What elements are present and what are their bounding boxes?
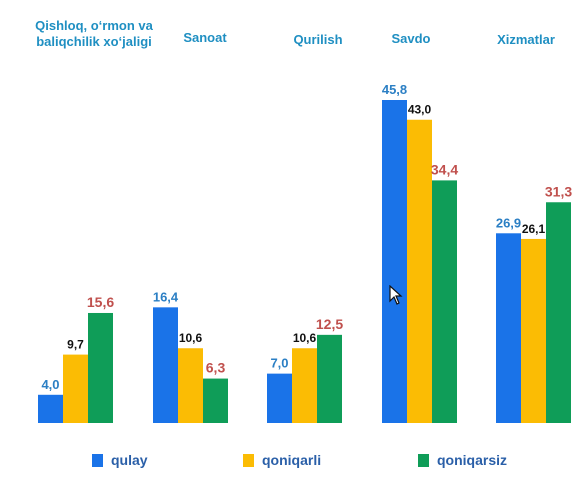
legend-swatch-qulay <box>92 453 103 467</box>
mouse-cursor-icon <box>389 285 403 305</box>
category-label: Savdo <box>331 31 491 47</box>
bar-qoniqarsiz <box>317 334 342 423</box>
category-label-line: Qishloq, o‘rmon va <box>35 18 153 33</box>
data-label-qoniqarsiz: 15,6 <box>87 294 114 310</box>
legend-swatch-qoniqarsiz <box>418 453 429 467</box>
data-label-qulay: 26,9 <box>496 215 521 230</box>
legend-swatch-qoniqarli <box>243 453 254 467</box>
bar-qoniqarli <box>292 348 317 423</box>
data-label-qoniqarli: 26,1 <box>522 222 546 236</box>
data-label-qoniqarli: 43,0 <box>408 103 432 117</box>
bar-qoniqarli <box>407 119 432 423</box>
bar-group: 45,843,0 34,4 <box>382 82 458 423</box>
category-label-line: Xizmatlar <box>497 32 555 47</box>
data-label-qoniqarsiz: 31,3 <box>545 183 572 199</box>
bar-qoniqarli <box>178 348 203 423</box>
data-label-qoniqarsiz: 12,5 <box>316 316 343 332</box>
legend-item-qoniqarsiz: qoniqarsiz <box>418 452 507 468</box>
bar-qulay <box>153 307 178 423</box>
data-label-qulay: 45,8 <box>382 82 407 97</box>
data-label-qulay: 7,0 <box>270 356 288 371</box>
legend-item-qulay: qulay <box>92 452 148 468</box>
data-label-qulay: 4,0 <box>41 377 59 392</box>
category-label-line: Sanoat <box>183 30 227 45</box>
category-label-line: Savdo <box>391 31 431 46</box>
bar-qulay <box>38 394 63 423</box>
bar-qulay <box>496 233 521 423</box>
bar-group: 16,4 10,6 6,3 <box>153 289 228 423</box>
category-label: Xizmatlar <box>446 32 579 48</box>
legend-label-qoniqarli: qoniqarli <box>262 452 322 468</box>
data-label-qulay: 16,4 <box>153 289 179 304</box>
bar-qoniqarsiz <box>432 180 457 423</box>
category-label: Qurilish <box>238 32 398 48</box>
bar-qoniqarli <box>63 354 88 423</box>
bar-qulay <box>382 100 407 423</box>
category-label: Qishloq, o‘rmon va baliqchilik xo‘jaligi <box>14 18 174 50</box>
data-label-qoniqarsiz: 6,3 <box>206 360 226 376</box>
legend-label-qoniqarsiz: qoniqarsiz <box>437 452 508 468</box>
bar-qoniqarsiz <box>203 378 228 423</box>
category-label-line: Qurilish <box>293 32 343 47</box>
bar-group: 7,0 10,612,5 <box>267 316 343 423</box>
data-label-qoniqarli: 10,6 <box>179 331 203 345</box>
category-label: Sanoat <box>125 30 285 46</box>
bar-qoniqarsiz <box>546 202 571 423</box>
bar-group: 4,0 9,7 15,6 <box>38 294 114 423</box>
data-label-qoniqarli: 10,6 <box>293 331 317 345</box>
category-label-line: baliqchilik xo‘jaligi <box>36 34 152 49</box>
bar-qoniqarli <box>521 238 546 423</box>
legend-item-qoniqarli: qoniqarli <box>243 452 321 468</box>
bar-qoniqarsiz <box>88 312 113 423</box>
data-label-qoniqarli: 9,7 <box>67 338 84 352</box>
legend-label-qulay: qulay <box>111 452 148 468</box>
data-label-qoniqarsiz: 34,4 <box>431 161 458 177</box>
bar-qulay <box>267 373 292 423</box>
bar-group: 26,9 26,1 31,3 <box>496 183 572 423</box>
